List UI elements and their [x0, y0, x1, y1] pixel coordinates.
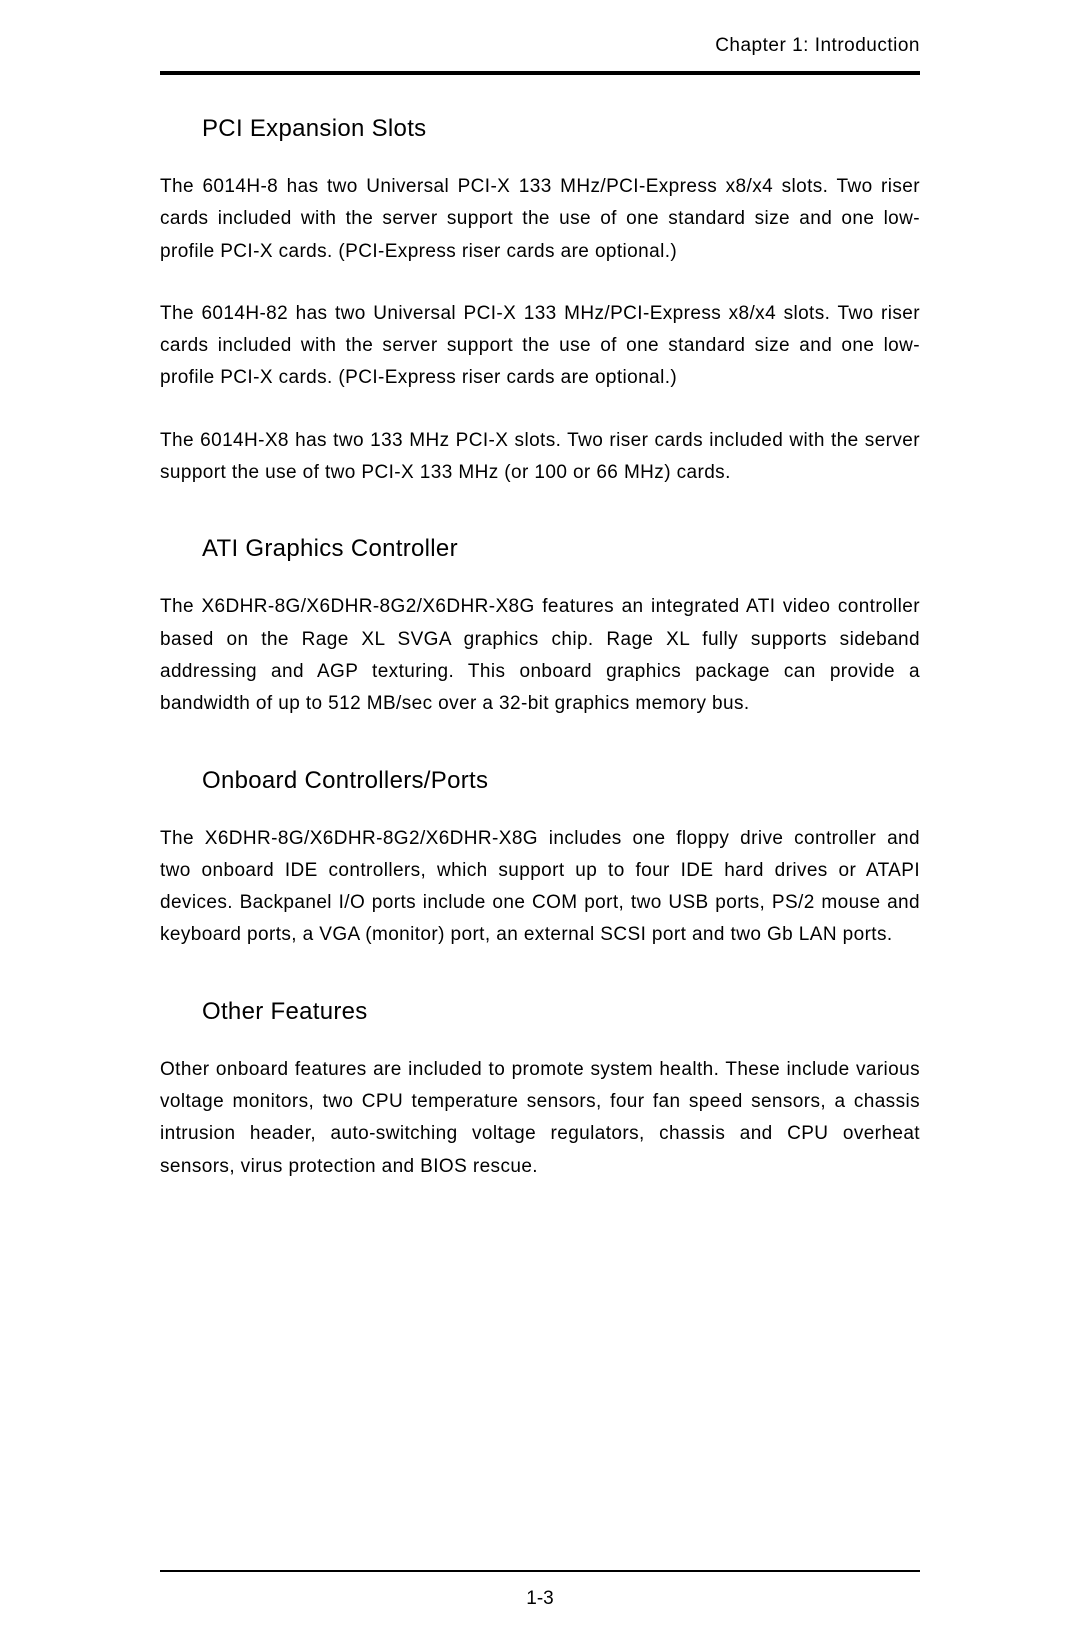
- paragraph-onboard-1: The X6DHR-8G/X6DHR-8G2/X6DHR-X8G include…: [160, 823, 920, 952]
- paragraph-ati-1: The X6DHR-8G/X6DHR-8G2/X6DHR-X8G feature…: [160, 591, 920, 720]
- paragraph-other-1: Other onboard features are included to p…: [160, 1054, 920, 1183]
- paragraph-pci-3: The 6014H-X8 has two 133 MHz PCI-X slots…: [160, 425, 920, 490]
- paragraph-pci-1: The 6014H-8 has two Universal PCI-X 133 …: [160, 171, 920, 268]
- heading-onboard-controllers: Onboard Controllers/Ports: [202, 767, 920, 795]
- chapter-header: Chapter 1: Introduction: [160, 35, 920, 57]
- heading-pci-expansion: PCI Expansion Slots: [202, 115, 920, 143]
- heading-ati-graphics: ATI Graphics Controller: [202, 535, 920, 563]
- page-number: 1-3: [0, 1588, 1080, 1610]
- top-rule: [160, 71, 920, 75]
- paragraph-pci-2: The 6014H-82 has two Universal PCI-X 133…: [160, 298, 920, 395]
- bottom-rule: [160, 1570, 920, 1572]
- heading-other-features: Other Features: [202, 998, 920, 1026]
